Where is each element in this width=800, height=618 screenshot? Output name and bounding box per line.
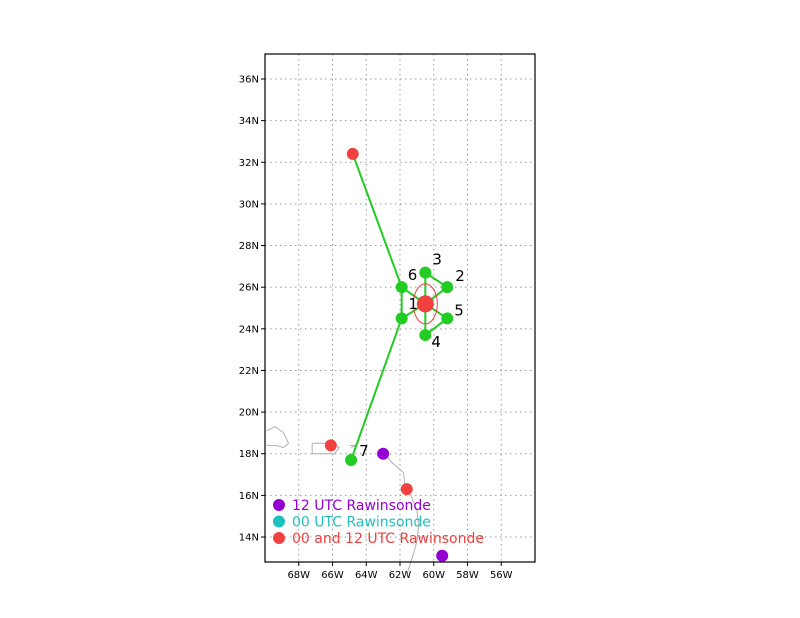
y-tick-label: 20N	[239, 408, 259, 419]
station-marker	[419, 329, 432, 342]
rawinsonde-marker	[324, 439, 337, 452]
y-tick-label: 34N	[239, 116, 259, 127]
legend-marker	[273, 532, 285, 544]
legend-marker	[273, 499, 285, 511]
y-tick-label: 22N	[239, 366, 259, 377]
x-tick-label: 64W	[355, 570, 378, 581]
station-marker	[419, 266, 432, 279]
x-tick-label: 58W	[456, 570, 479, 581]
rawinsonde-marker	[436, 549, 449, 562]
center-marker	[416, 295, 434, 313]
map-frame	[264, 53, 536, 563]
axes: 68W 66W 64W 62W 60W 58W 56W 14N 16N 18N 20N 22N 24N 2…	[239, 74, 513, 581]
y-tick-label: 36N	[239, 74, 259, 85]
y-tick-label: 24N	[239, 324, 259, 335]
station-number-label: 4	[431, 333, 441, 351]
x-tick-label: 66W	[321, 570, 344, 581]
station-number-label: 6	[408, 266, 418, 284]
station-number-label: 7	[359, 442, 369, 460]
y-tick-label: 28N	[239, 241, 259, 252]
x-tick-label: 60W	[422, 570, 445, 581]
station-link	[351, 153, 403, 288]
legend-marker	[273, 515, 285, 528]
center-ring	[412, 283, 438, 325]
coastline	[266, 426, 290, 449]
station-link	[350, 318, 403, 461]
station-marker	[441, 312, 454, 325]
y-tick-label: 32N	[239, 158, 259, 169]
y-tick-label: 26N	[239, 283, 259, 294]
legend-label: 00 UTC Rawinsonde	[292, 515, 431, 531]
rawinsonde-marker	[377, 447, 390, 460]
x-tick-label: 56W	[490, 570, 513, 581]
y-tick-label: 18N	[239, 449, 259, 460]
station-number-label: 3	[432, 251, 442, 269]
rawinsonde-marker	[400, 483, 413, 496]
station-number-label: 5	[454, 301, 464, 319]
rawinsonde-marker	[346, 147, 359, 160]
station-marker	[395, 312, 408, 325]
y-tick-label: 16N	[239, 491, 259, 502]
station-marker	[441, 281, 454, 294]
center-number-label: 1	[408, 295, 418, 313]
lat-lon-grid	[265, 54, 535, 562]
station-marker	[395, 281, 408, 294]
station-marker	[345, 453, 358, 466]
x-tick-label: 68W	[287, 570, 310, 581]
y-tick-label: 30N	[239, 199, 259, 210]
station-number-label: 2	[455, 267, 465, 285]
legend-label: 12 UTC Rawinsonde	[292, 498, 431, 514]
y-tick-label: 14N	[239, 533, 259, 544]
x-tick-label: 62W	[389, 570, 412, 581]
legend-label: 00 and 12 UTC Rawinsonde	[292, 531, 484, 547]
station-points	[324, 147, 454, 562]
coastline	[386, 455, 420, 575]
center-ring	[412, 283, 438, 325]
